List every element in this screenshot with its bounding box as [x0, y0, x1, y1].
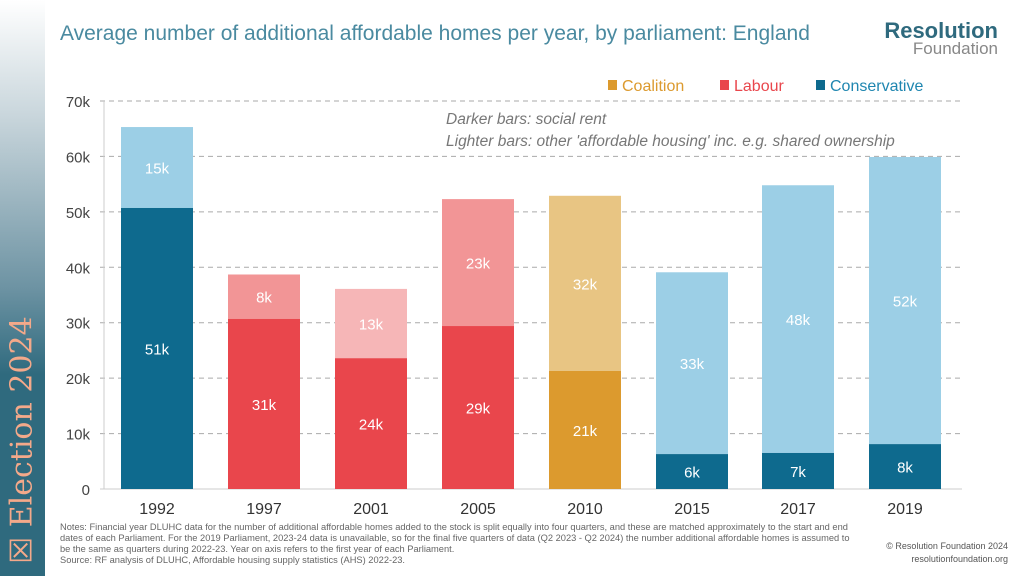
- bar-social-rent: [869, 444, 941, 489]
- chart-title: Average number of additional affordable …: [60, 22, 810, 45]
- chart: 0 10k 20k 30k 40k 50k 60k 70k 51k 15k 1992 31k 8k 199…: [66, 78, 962, 518]
- x-tick-label: 2005: [460, 501, 496, 518]
- sidebar: ☒ Election 2024: [0, 0, 45, 576]
- data-label-social-rent: 31k: [252, 397, 277, 414]
- legend-swatch: [720, 80, 729, 90]
- notes: Notes: Financial year DLUHC data for the…: [60, 522, 860, 566]
- annotation-text: Lighter bars: other 'affordable housing'…: [446, 133, 895, 150]
- y-tick-label: 20k: [66, 371, 91, 388]
- bar-social-rent: [656, 454, 728, 489]
- y-tick-label: 60k: [66, 149, 91, 166]
- x-tick-label: 2019: [887, 501, 923, 518]
- logo-foundation: Foundation: [912, 39, 998, 58]
- copyright: © Resolution Foundation 2024 resolutionfo…: [886, 540, 1008, 566]
- bar-other-affordable: [549, 195, 621, 371]
- data-label-social-rent: 24k: [359, 417, 384, 434]
- data-label-other: 52k: [893, 294, 918, 311]
- bar-social-rent: [549, 370, 621, 489]
- website-text: resolutionfoundation.org: [911, 554, 1008, 564]
- source-text: Source: RF analysis of DLUHC, Affordable…: [60, 555, 406, 565]
- bar-other-affordable: [762, 185, 834, 453]
- data-label-other: 33k: [680, 356, 705, 373]
- x-tick-label: 2017: [780, 501, 816, 518]
- y-tick-label: 70k: [66, 94, 91, 111]
- data-label-other: 13k: [359, 317, 384, 334]
- bar-other-affordable: [656, 272, 728, 455]
- bar-social-rent: [442, 326, 514, 489]
- legend-swatch: [816, 80, 825, 90]
- bar-other-affordable: [121, 127, 193, 208]
- bar-social-rent: [335, 358, 407, 489]
- x-tick-label: 1997: [246, 501, 282, 518]
- bar-other-affordable: [335, 288, 407, 359]
- y-tick-label: 50k: [66, 205, 91, 222]
- y-tick-label: 30k: [66, 316, 91, 333]
- bar-social-rent: [762, 452, 834, 489]
- bar-social-rent: [228, 318, 300, 489]
- legend-swatch: [608, 80, 617, 90]
- y-tick-label: 0: [82, 482, 90, 499]
- annotation-text: Darker bars: social rent: [446, 111, 607, 128]
- data-label-social-rent: 8k: [897, 460, 913, 477]
- x-tick-label: 2015: [674, 501, 710, 518]
- data-label-other: 8k: [256, 290, 272, 307]
- data-label-other: 32k: [573, 276, 598, 293]
- y-tick-label: 40k: [66, 260, 91, 277]
- data-label-social-rent: 7k: [790, 464, 806, 481]
- data-label-other: 48k: [786, 312, 811, 329]
- legend-label-conservative: Conservative: [830, 78, 923, 95]
- notes-text: Notes: Financial year DLUHC data for the…: [60, 522, 850, 554]
- logo-resolution: Resolution: [884, 18, 998, 43]
- legend-label-labour: Labour: [734, 78, 784, 95]
- bar-social-rent: [121, 207, 193, 489]
- legend-label-coalition: Coalition: [622, 78, 684, 95]
- copyright-text: © Resolution Foundation 2024: [886, 541, 1008, 551]
- bar-other-affordable: [442, 199, 514, 327]
- bar-other-affordable: [228, 274, 300, 319]
- bar-other-affordable: [869, 156, 941, 445]
- data-label-other: 15k: [145, 161, 170, 178]
- data-label-social-rent: 6k: [684, 465, 700, 482]
- data-label-social-rent: 21k: [573, 423, 598, 440]
- data-label-other: 23k: [466, 256, 491, 273]
- x-tick-label: 2010: [567, 501, 603, 518]
- x-tick-label: 1992: [139, 501, 175, 518]
- data-label-social-rent: 51k: [145, 341, 170, 358]
- data-label-social-rent: 29k: [466, 401, 491, 418]
- x-tick-label: 2001: [353, 501, 389, 518]
- y-tick-label: 10k: [66, 427, 91, 444]
